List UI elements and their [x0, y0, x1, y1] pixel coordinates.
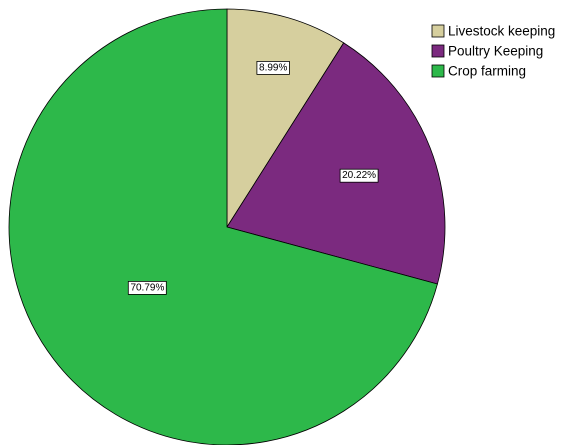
data-label: 70.79% — [127, 280, 167, 295]
legend-label: Poultry Keeping — [448, 44, 543, 59]
legend: Livestock keeping Poultry Keeping Crop far… — [431, 24, 555, 79]
legend-item: Poultry Keeping — [431, 44, 543, 59]
data-label-text: 20.22% — [342, 170, 376, 181]
data-label-text: 8.99% — [259, 62, 287, 73]
pie-slice-poultry-keeping — [226, 42, 446, 285]
pie-slice-livestock-keeping — [226, 8, 345, 229]
pie-data-labels: 8.99% 20.22% 70.79% — [127, 61, 379, 295]
data-label-text: 70.79% — [130, 282, 164, 293]
pie-slices — [8, 8, 446, 445]
legend-item: Crop farming — [431, 64, 526, 79]
data-label-box — [127, 280, 167, 295]
data-label: 20.22% — [339, 168, 379, 183]
legend-swatch — [431, 24, 445, 38]
legend-swatch — [431, 64, 445, 78]
pie-slice-crop-farming — [8, 8, 438, 445]
legend-label: Crop farming — [448, 64, 526, 79]
legend-swatch — [431, 44, 445, 58]
data-label: 8.99% — [256, 61, 290, 75]
data-label-box — [339, 168, 379, 183]
legend-label: Livestock keeping — [448, 24, 555, 39]
legend-item: Livestock keeping — [431, 24, 555, 39]
data-label-box — [256, 61, 290, 75]
